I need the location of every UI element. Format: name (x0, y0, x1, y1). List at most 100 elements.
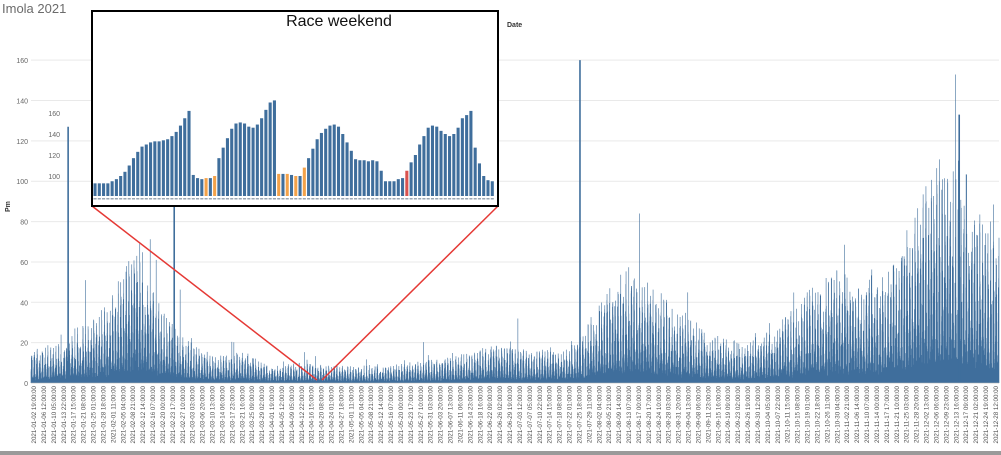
inset-bar (486, 180, 490, 196)
x-tick-label: 2021-03-25 09:00:00 (249, 385, 256, 443)
inset-x-tick (97, 198, 101, 200)
x-tick-label: 2021-12-13 16:00:00 (953, 385, 960, 443)
inset-bar (401, 178, 405, 196)
inset-x-tick (324, 198, 328, 200)
inset-bar (123, 171, 127, 196)
inset-bar (242, 123, 247, 196)
inset-x-tick (354, 198, 358, 200)
y-tick-label: 0 (24, 381, 28, 388)
inset-x-tick (285, 198, 289, 200)
y-tick-label: 100 (16, 179, 28, 186)
inset-bar (183, 118, 187, 196)
inset-x-tick (93, 198, 97, 200)
x-tick-label: 2021-08-20 17:00:00 (646, 385, 653, 443)
inset-bar (341, 134, 345, 196)
inset-x-tick (405, 198, 409, 200)
x-tick-label: 2021-04-12 22:00:00 (299, 385, 306, 443)
x-tick-label: 2021-05-23 17:00:00 (408, 385, 415, 443)
inset-x-tick (119, 198, 123, 200)
inset-bar (264, 109, 268, 196)
x-tick-label: 2021-11-21 10:00:00 (894, 385, 901, 443)
x-tick-label: 2021-10-26 11:00:00 (824, 385, 831, 443)
main-x-ticks: 2021-01-02 19:00:00 2021-01-06 12:00:00 20… (31, 385, 1000, 443)
x-tick-label: 2021-01-10 05:00:00 (51, 385, 58, 443)
main-bars (30, 40, 1000, 384)
inset-x-tick (401, 198, 405, 200)
inset-x-tick (200, 198, 204, 200)
inset-bar (349, 150, 353, 196)
x-tick-label: 2021-01-17 15:00:00 (71, 385, 78, 443)
y-tick-label: 40 (20, 300, 28, 307)
inset-x-tick (191, 198, 195, 200)
x-tick-label: 2021-07-29 11:00:00 (586, 385, 593, 443)
inset-x-tick (460, 198, 464, 200)
inset-bar (413, 155, 417, 196)
x-tick-label: 2021-10-19 01:00:00 (805, 385, 812, 443)
x-tick-label: 2021-04-16 15:00:00 (309, 385, 316, 443)
hourly-bars (30, 74, 1000, 383)
inset-x-tick (477, 198, 481, 200)
inset-bar (170, 136, 174, 196)
inset-bar (285, 173, 289, 196)
inset-bar (294, 176, 298, 196)
x-tick-label: 2021-03-06 20:00:00 (200, 385, 207, 443)
inset-x-tick (298, 198, 302, 200)
inset-x-tick (281, 198, 285, 200)
inset-bar (354, 159, 358, 196)
inset-bar (161, 140, 165, 196)
x-tick-label: 2021-03-29 02:00:00 (259, 385, 266, 443)
x-tick-label: 2021-09-11 23:00:00 (705, 385, 712, 443)
inset-bar (383, 181, 388, 196)
inset-x-tick (255, 198, 259, 200)
inset-x-tick (247, 198, 251, 200)
inset-bar (430, 125, 435, 196)
inset-bar (366, 161, 370, 196)
x-tick-label: 2021-06-07 13:00:00 (448, 385, 455, 443)
inset-x-tick (294, 198, 298, 200)
x-tick-label: 2021-02-05 04:00:00 (120, 385, 127, 443)
inset-x-tick (289, 198, 294, 200)
x-tick-label: 2021-01-21 08:00:00 (81, 385, 88, 443)
inset-bar (307, 158, 311, 196)
inset-bar (149, 142, 153, 196)
inset-x-tick (439, 198, 443, 200)
inset-x-tick (264, 198, 268, 200)
y-tick-label: 120 (16, 139, 28, 146)
x-tick-label: 2021-07-25 18:00:00 (577, 385, 584, 443)
inset-x-tick (153, 198, 157, 200)
x-tick-label: 2021-02-12 14:00:00 (140, 385, 147, 443)
inset-x-tick (375, 198, 379, 200)
inset-x-tick (161, 198, 165, 200)
inset-bar (358, 160, 362, 196)
inset-x-tick (418, 198, 422, 200)
inset-bar (375, 161, 379, 196)
x-tick-label: 2021-03-21 16:00:00 (239, 385, 246, 443)
inset-bar (174, 131, 178, 196)
inset-x-tick (315, 198, 319, 200)
x-tick-label: 2021-02-01 11:00:00 (110, 385, 117, 443)
inset-bar (426, 127, 430, 196)
x-tick-label: 2021-11-02 21:00:00 (844, 385, 851, 443)
inset-x-tick (456, 198, 460, 200)
inset-bar (204, 178, 208, 196)
y-tick-label: 160 (16, 58, 28, 65)
inset-x-tick (379, 198, 383, 200)
inset-x-tick (174, 198, 178, 200)
inset-x-tick (123, 198, 127, 200)
zoom-connectors (91, 205, 499, 381)
inset-x-tick (409, 198, 413, 200)
inset-x-tick (482, 198, 486, 200)
inset-bar (298, 176, 302, 196)
inset-x-tick (144, 198, 148, 200)
chart-title: Imola 2021 (2, 1, 67, 16)
x-tick-label: 2021-11-17 17:00:00 (884, 385, 891, 443)
inset-bar (405, 170, 409, 196)
inset-x-tick (362, 198, 366, 200)
x-tick-label: 2021-11-25 03:00:00 (904, 385, 911, 443)
inset-bar (238, 122, 242, 196)
inset-bar (93, 183, 97, 196)
inset-x-tick (268, 198, 272, 200)
x-tick-label: 2021-04-20 08:00:00 (319, 385, 326, 443)
inset-x-tick (341, 198, 345, 200)
